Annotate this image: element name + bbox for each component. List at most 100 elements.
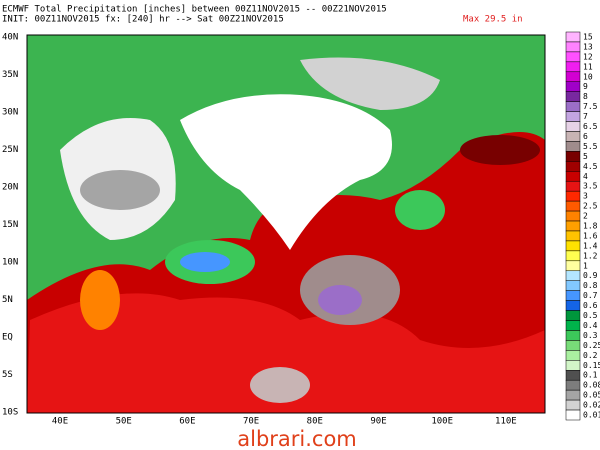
colorbar-label: 9	[583, 82, 588, 91]
colorbar-label: 7.5	[583, 102, 598, 111]
colorbar-label: 0.01	[583, 411, 600, 420]
lon-label: 50E	[116, 417, 132, 427]
colorbar-swatch	[565, 399, 581, 411]
lon-label: 80E	[307, 417, 323, 427]
colorbar-swatch	[565, 101, 581, 112]
lat-label: 5N	[2, 295, 13, 305]
colorbar-swatch	[565, 91, 581, 102]
lat-label: EQ	[2, 333, 13, 343]
colorbar-swatch	[565, 81, 581, 92]
colorbar-swatch	[565, 409, 581, 421]
colorbar-swatch	[565, 320, 581, 331]
colorbar-swatch	[565, 330, 581, 341]
colorbar-label: 1.6	[583, 231, 598, 240]
colorbar-swatch	[565, 360, 581, 371]
colorbar-swatch	[565, 31, 581, 43]
colorbar-swatch	[565, 121, 581, 132]
colorbar-label: 3	[583, 192, 588, 201]
colorbar-label: 1.2	[583, 251, 598, 260]
rain-dark	[460, 135, 540, 165]
colorbar-label: 1.8	[583, 222, 598, 231]
colorbar-swatch	[565, 220, 581, 232]
lat-label: 35N	[2, 70, 18, 80]
title-line-1: ECMWF Total Precipitation [inches] betwe…	[2, 5, 387, 15]
lon-label: 70E	[243, 417, 259, 427]
colorbar-swatch	[565, 41, 581, 53]
colorbar-label: 1	[583, 261, 588, 270]
lat-label: 10N	[2, 258, 18, 268]
colorbar-swatch	[565, 389, 581, 401]
precip-map	[27, 35, 545, 413]
colorbar-swatch	[565, 379, 581, 391]
title-line-2: INIT: 00Z11NOV2015 fx: [240] hr --> Sat …	[2, 15, 284, 25]
lat-label: 40N	[2, 33, 18, 43]
colorbar-label: 0.02	[583, 401, 600, 410]
green-patch	[395, 190, 445, 230]
colorbar-label: 6.5	[583, 122, 598, 131]
colorbar-swatch	[565, 200, 581, 212]
colorbar-swatch	[565, 51, 581, 63]
lat-label: 30N	[2, 108, 18, 118]
lat-label: 10S	[2, 408, 18, 418]
colorbar-label: 0.25	[583, 341, 600, 350]
colorbar-swatch	[565, 230, 581, 242]
rain-orange	[80, 270, 120, 330]
colorbar-label: 0.2	[583, 351, 598, 360]
colorbar-swatch	[565, 180, 581, 192]
colorbar-swatch	[565, 141, 581, 152]
colorbar-swatch	[565, 171, 581, 182]
colorbar-swatch	[565, 260, 581, 272]
rain-purple	[318, 285, 362, 315]
colorbar-swatch	[565, 280, 581, 291]
colorbar-label: 0.1	[583, 371, 598, 380]
land-india	[180, 94, 392, 251]
colorbar-label: 0.3	[583, 331, 598, 340]
colorbar-swatch	[565, 61, 581, 73]
colorbar-swatch	[565, 300, 581, 311]
lat-label: 5S	[2, 370, 13, 380]
colorbar-label: 0.05	[583, 391, 600, 400]
land-tibet	[300, 57, 440, 110]
max-label: Max 29.5 in	[463, 15, 523, 25]
colorbar-swatch	[565, 210, 581, 222]
lat-label: 20N	[2, 183, 18, 193]
colorbar-label: 0.8	[583, 281, 598, 290]
colorbar-label: 13	[583, 42, 593, 51]
colorbar-swatch	[565, 161, 581, 172]
colorbar-swatch	[565, 270, 581, 281]
grey-patch	[80, 170, 160, 210]
lon-label: 60E	[179, 417, 195, 427]
colorbar-swatch	[565, 71, 581, 82]
colorbar-label: 11	[583, 62, 593, 71]
colorbar-swatch	[565, 250, 581, 262]
lon-label: 100E	[431, 417, 453, 427]
colorbar-swatch	[565, 350, 581, 361]
rain-grey-2	[250, 367, 310, 403]
colorbar-label: 2	[583, 212, 588, 221]
colorbar-label: 0.6	[583, 301, 598, 310]
rain-blue	[180, 252, 230, 272]
colorbar-label: 0.9	[583, 271, 598, 280]
colorbar-label: 0.15	[583, 361, 600, 370]
colorbar-swatch	[565, 240, 581, 252]
colorbar-swatch	[565, 151, 581, 162]
colorbar-label: 0.7	[583, 291, 598, 300]
rain-red-2	[27, 293, 545, 413]
colorbar-label: 8	[583, 92, 588, 101]
colorbar-swatch	[565, 290, 581, 301]
colorbar-label: 5.5	[583, 142, 598, 151]
colorbar-label: 0.08	[583, 381, 600, 390]
lat-label: 25N	[2, 145, 18, 155]
lon-label: 110E	[495, 417, 517, 427]
colorbar-label: 0.4	[583, 321, 598, 330]
colorbar-label: 10	[583, 72, 593, 81]
colorbar-swatch	[565, 340, 581, 351]
map-frame	[26, 34, 546, 414]
colorbar-swatch	[565, 111, 581, 122]
colorbar-label: 5	[583, 152, 588, 161]
colorbar-label: 3.5	[583, 182, 598, 191]
colorbar-label: 4.5	[583, 162, 598, 171]
colorbar-label: 4	[583, 172, 588, 181]
